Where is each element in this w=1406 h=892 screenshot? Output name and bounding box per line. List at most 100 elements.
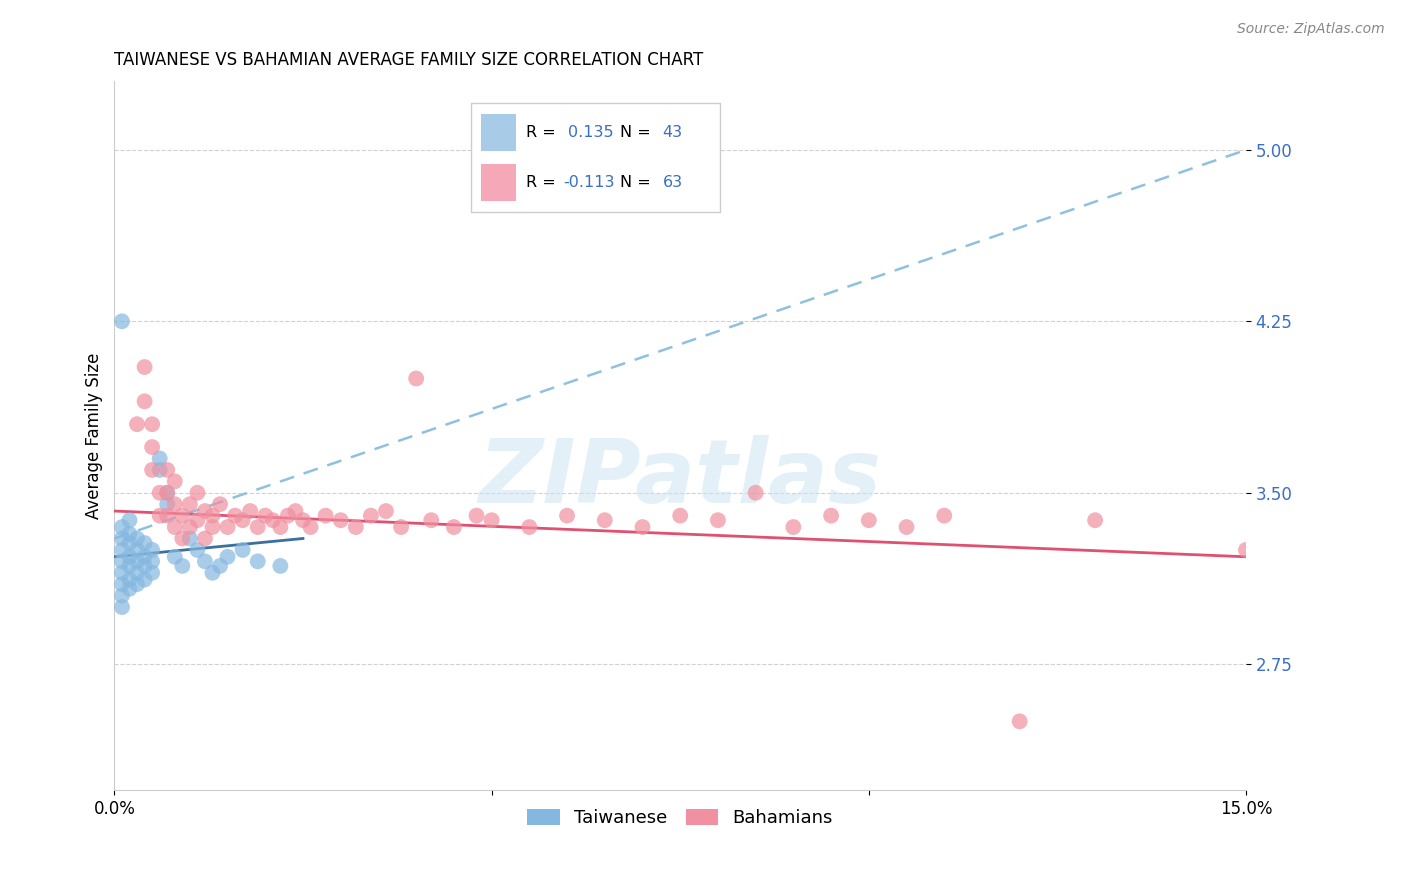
Point <box>118 573 141 587</box>
Point <box>111 542 134 557</box>
Point <box>125 566 148 580</box>
Point <box>269 520 291 534</box>
Point <box>134 394 156 409</box>
Point <box>141 463 163 477</box>
Point <box>186 513 208 527</box>
Point <box>593 513 616 527</box>
Point <box>465 508 488 523</box>
Point <box>134 549 156 564</box>
Point <box>555 508 578 523</box>
Point <box>141 542 163 557</box>
Point <box>201 520 224 534</box>
Point <box>172 508 194 523</box>
Point <box>111 532 134 546</box>
Point <box>405 371 427 385</box>
Point <box>858 513 880 527</box>
Point <box>125 532 148 546</box>
Point <box>118 582 141 596</box>
Point <box>118 527 141 541</box>
Point <box>141 417 163 432</box>
Point <box>118 513 141 527</box>
Point <box>1234 542 1257 557</box>
Point <box>360 508 382 523</box>
Point <box>194 532 217 546</box>
Point <box>934 508 956 523</box>
Point <box>277 508 299 523</box>
Point <box>292 513 315 527</box>
Point <box>744 485 766 500</box>
Point <box>208 497 231 511</box>
Point <box>172 532 194 546</box>
Point <box>163 497 186 511</box>
Point <box>111 589 134 603</box>
Point <box>239 504 262 518</box>
Point <box>201 566 224 580</box>
Point <box>284 504 307 518</box>
Point <box>134 573 156 587</box>
Point <box>156 463 179 477</box>
Point <box>149 508 172 523</box>
Point <box>186 485 208 500</box>
Y-axis label: Average Family Size: Average Family Size <box>86 352 103 519</box>
Point <box>631 520 654 534</box>
Point <box>232 513 254 527</box>
Legend: Taiwanese, Bahamians: Taiwanese, Bahamians <box>520 801 841 834</box>
Point <box>217 549 239 564</box>
Point <box>443 520 465 534</box>
Point <box>125 577 148 591</box>
Point <box>224 508 246 523</box>
Point <box>517 520 540 534</box>
Point <box>194 504 217 518</box>
Point <box>118 536 141 550</box>
Point <box>118 549 141 564</box>
Point <box>149 451 172 466</box>
Point <box>111 314 134 328</box>
Point <box>481 513 503 527</box>
Point <box>156 485 179 500</box>
Point <box>1008 714 1031 729</box>
Point <box>269 558 291 573</box>
Point <box>707 513 730 527</box>
Point <box>389 520 412 534</box>
Point <box>134 558 156 573</box>
Point <box>179 520 201 534</box>
Point <box>246 554 269 568</box>
Point <box>111 554 134 568</box>
Point <box>156 497 179 511</box>
Point <box>232 542 254 557</box>
Point <box>156 508 179 523</box>
Point <box>329 513 352 527</box>
Point <box>125 417 148 432</box>
Point <box>201 508 224 523</box>
Text: Source: ZipAtlas.com: Source: ZipAtlas.com <box>1237 22 1385 37</box>
Point <box>262 513 284 527</box>
Point <box>186 542 208 557</box>
Point <box>194 554 217 568</box>
Point <box>375 504 398 518</box>
Point <box>111 577 134 591</box>
Point <box>149 463 172 477</box>
Point <box>896 520 918 534</box>
Point <box>125 542 148 557</box>
Text: ZIPatlas: ZIPatlas <box>478 434 882 522</box>
Point <box>299 520 322 534</box>
Point <box>315 508 337 523</box>
Point <box>208 558 231 573</box>
Point <box>111 600 134 615</box>
Point <box>782 520 804 534</box>
Point <box>246 520 269 534</box>
Point <box>172 558 194 573</box>
Point <box>217 520 239 534</box>
Point <box>1084 513 1107 527</box>
Point <box>163 475 186 489</box>
Point <box>111 520 134 534</box>
Point <box>669 508 692 523</box>
Point <box>134 536 156 550</box>
Point <box>118 558 141 573</box>
Point <box>420 513 443 527</box>
Point <box>141 440 163 454</box>
Point <box>141 566 163 580</box>
Point <box>344 520 367 534</box>
Point <box>820 508 842 523</box>
Point <box>179 497 201 511</box>
